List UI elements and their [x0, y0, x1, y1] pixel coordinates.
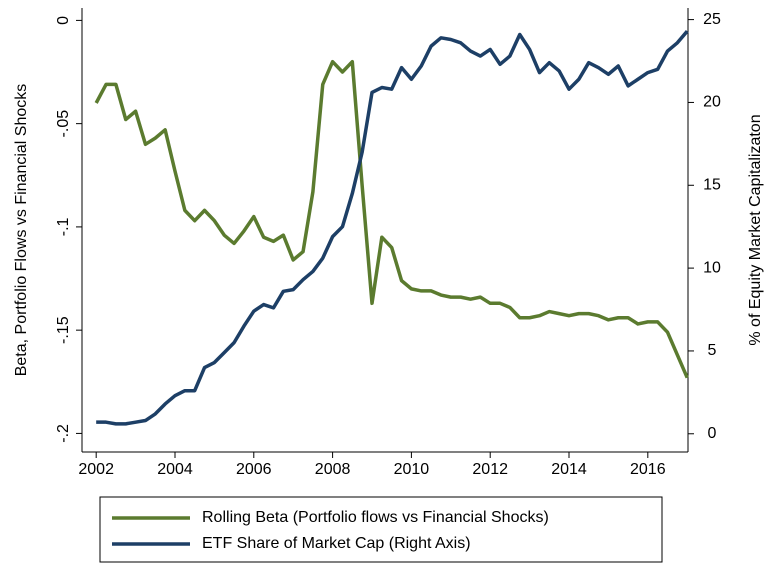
y2-tick-label: 15	[703, 176, 721, 193]
y2-tick-label: 10	[703, 259, 721, 276]
legend-label: ETF Share of Market Cap (Right Axis)	[202, 535, 471, 552]
y2-axis-label: % of Equity Market Capitalizaton	[747, 114, 764, 345]
y-tick-label: -.2	[55, 424, 72, 443]
y2-tick-label: 25	[703, 11, 721, 28]
legend-label: Rolling Beta (Portfolio flows vs Financi…	[202, 509, 549, 526]
y2-tick-label: 5	[708, 342, 717, 359]
x-tick-label: 2008	[315, 461, 351, 478]
x-tick-label: 2012	[472, 461, 508, 478]
x-tick-label: 2014	[551, 461, 587, 478]
y-tick-label: -.1	[55, 217, 72, 236]
y-tick-label: -.05	[55, 110, 72, 138]
y-tick-label: -.15	[55, 316, 72, 344]
series-line	[94, 59, 689, 379]
y2-tick-label: 20	[703, 94, 721, 111]
x-tick-label: 2002	[78, 461, 114, 478]
x-tick-label: 2006	[236, 461, 272, 478]
y-axis-label: Beta, Portfolio Flows vs Financial Shock…	[13, 84, 30, 377]
x-tick-label: 2016	[630, 461, 666, 478]
x-tick-label: 2010	[394, 461, 430, 478]
x-tick-label: 2004	[157, 461, 193, 478]
legend-box	[99, 496, 663, 563]
series-line	[96, 30, 689, 426]
y2-tick-label: 0	[708, 425, 717, 442]
y-tick-label: 0	[55, 16, 72, 25]
